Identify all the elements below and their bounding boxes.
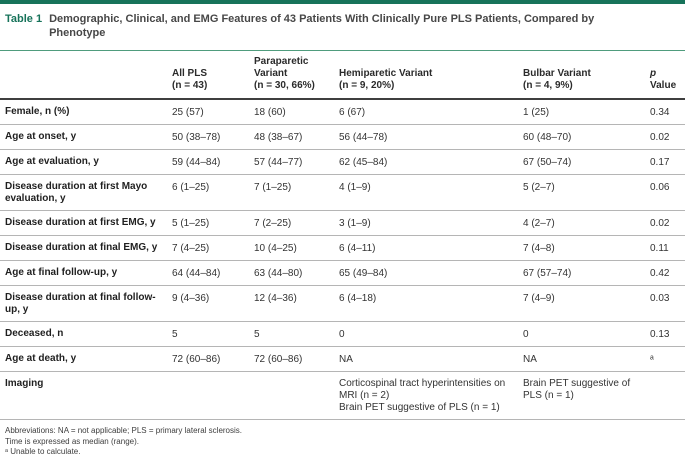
row-label: Female, n (%): [5, 105, 70, 117]
cell-p-value: 0.42: [650, 267, 670, 279]
cell-hemiparetic-variant: 3 (1–9): [339, 217, 371, 229]
row-label: Age at death, y: [5, 352, 77, 364]
data-table: All PLS (n = 43) Paraparetic Variant (n …: [0, 51, 685, 420]
table-row: Female, n (%) 25 (57) 18 (60) 6 (67) 1 (…: [0, 99, 685, 125]
cell-all-pls: 5: [172, 328, 178, 340]
cell-paraparetic-variant: 72 (60–86): [254, 353, 303, 365]
cell-paraparetic-variant: 48 (38–67): [254, 131, 303, 143]
cell-all-pls: 59 (44–84): [172, 156, 221, 168]
table-row: Age at onset, y 50 (38–78) 48 (38–67) 56…: [0, 125, 685, 150]
header-row: All PLS (n = 43) Paraparetic Variant (n …: [0, 51, 685, 99]
cell-all-pls: 7 (4–25): [172, 242, 210, 254]
footnotes: Abbreviations: NA = not applicable; PLS …: [0, 420, 685, 458]
row-label: Age at evaluation, y: [5, 155, 99, 167]
column-header-p-value: p Value: [650, 68, 677, 91]
cell-all-pls: 25 (57): [172, 106, 204, 118]
cell-paraparetic-variant: 63 (44–80): [254, 267, 303, 279]
cell-p-value: 0.11: [650, 242, 669, 254]
row-label: Age at final follow-up, y: [5, 266, 118, 278]
table-row: Imaging Corticospinal tract hyperintensi…: [0, 372, 685, 420]
cell-all-pls: 72 (60–86): [172, 353, 221, 365]
table-row: Disease duration at final EMG, y 7 (4–25…: [0, 236, 685, 261]
row-label: Imaging: [5, 377, 44, 389]
cell-bulbar-variant: 1 (25): [523, 106, 550, 118]
cell-paraparetic-variant: [254, 372, 339, 420]
cell-bulbar-variant: 67 (57–74): [523, 267, 572, 279]
table-number-label: Table 1: [5, 13, 43, 25]
title-divider-rule: [0, 50, 685, 51]
row-label: Disease duration at final EMG, y: [5, 241, 158, 253]
cell-hemiparetic-variant: 56 (44–78): [339, 131, 388, 143]
column-header-bulbar-variant: Bulbar Variant (n = 4, 9%): [523, 68, 591, 91]
table-row: Deceased, n 5 5 0 0 0.13: [0, 322, 685, 347]
cell-hemiparetic-variant: NA: [339, 353, 353, 365]
cell-bulbar-variant: Brain PET suggestive of PLS (n = 1): [523, 377, 631, 401]
cell-p-value: ᵃ: [650, 353, 654, 365]
cell-hemiparetic-variant: 6 (4–18): [339, 292, 377, 304]
cell-bulbar-variant: 67 (50–74): [523, 156, 572, 168]
cell-paraparetic-variant: 18 (60): [254, 106, 286, 118]
table-title-text: Demographic, Clinical, and EMG Features …: [49, 13, 595, 39]
cell-hemiparetic-variant: 4 (1–9): [339, 181, 371, 193]
cell-p-value: 0.02: [650, 217, 670, 229]
cell-all-pls: 5 (1–25): [172, 217, 210, 229]
column-header-feature: [0, 51, 172, 99]
cell-bulbar-variant: 7 (4–8): [523, 242, 555, 254]
table-row: Age at death, y 72 (60–86) 72 (60–86) NA…: [0, 347, 685, 372]
cell-paraparetic-variant: 12 (4–36): [254, 292, 297, 304]
cell-all-pls: [172, 372, 254, 420]
cell-p-value: 0.03: [650, 292, 670, 304]
row-label: Deceased, n: [5, 327, 64, 339]
cell-all-pls: 6 (1–25): [172, 181, 210, 193]
table-row: Disease duration at first Mayo evaluatio…: [0, 175, 685, 211]
cell-bulbar-variant: 7 (4–9): [523, 292, 555, 304]
cell-bulbar-variant: 60 (48–70): [523, 131, 572, 143]
row-label: Disease duration at first EMG, y: [5, 216, 156, 228]
footnote-time-median: Time is expressed as median (range).: [5, 436, 139, 446]
cell-p-value: 0.17: [650, 156, 670, 168]
cell-hemiparetic-variant: 6 (67): [339, 106, 366, 118]
cell-p-value: 0.06: [650, 181, 670, 193]
cell-bulbar-variant: NA: [523, 353, 537, 365]
cell-hemiparetic-variant: Corticospinal tract hyperintensities on …: [339, 377, 506, 413]
table-row: Age at final follow-up, y 64 (44–84) 63 …: [0, 261, 685, 286]
cell-paraparetic-variant: 10 (4–25): [254, 242, 297, 254]
cell-all-pls: 64 (44–84): [172, 267, 221, 279]
cell-all-pls: 50 (38–78): [172, 131, 221, 143]
cell-all-pls: 9 (4–36): [172, 292, 210, 304]
table-title: Table 1 Demographic, Clinical, and EMG F…: [0, 4, 685, 50]
cell-hemiparetic-variant: 65 (49–84): [339, 267, 388, 279]
cell-hemiparetic-variant: 0: [339, 328, 345, 340]
column-header-paraparetic-variant: Paraparetic Variant (n = 30, 66%): [254, 56, 315, 91]
cell-p-value: 0.13: [650, 328, 670, 340]
row-label: Age at onset, y: [5, 130, 77, 142]
cell-paraparetic-variant: 7 (1–25): [254, 181, 292, 193]
table-body: Female, n (%) 25 (57) 18 (60) 6 (67) 1 (…: [0, 99, 685, 420]
cell-p-value: [650, 372, 685, 420]
cell-bulbar-variant: 0: [523, 328, 529, 340]
cell-bulbar-variant: 4 (2–7): [523, 217, 555, 229]
accent-top-bar: [0, 0, 685, 4]
table-row: Disease duration at first EMG, y 5 (1–25…: [0, 211, 685, 236]
table-row: Age at evaluation, y 59 (44–84) 57 (44–7…: [0, 150, 685, 175]
cell-hemiparetic-variant: 62 (45–84): [339, 156, 388, 168]
table-row: Disease duration at final follow-up, y 9…: [0, 286, 685, 322]
cell-paraparetic-variant: 5: [254, 328, 260, 340]
cell-paraparetic-variant: 7 (2–25): [254, 217, 292, 229]
cell-p-value: 0.02: [650, 131, 670, 143]
row-label: Disease duration at final follow-up, y: [5, 291, 156, 315]
cell-hemiparetic-variant: 6 (4–11): [339, 242, 376, 254]
column-header-hemiparetic-variant: Hemiparetic Variant (n = 9, 20%): [339, 68, 433, 91]
cell-paraparetic-variant: 57 (44–77): [254, 156, 303, 168]
row-label: Disease duration at first Mayo evaluatio…: [5, 180, 148, 204]
cell-bulbar-variant: 5 (2–7): [523, 181, 555, 193]
column-header-all-pls: All PLS (n = 43): [172, 68, 208, 91]
footnote-unable-to-calculate: ᵃ Unable to calculate.: [5, 447, 81, 456]
cell-p-value: 0.34: [650, 106, 670, 118]
footnote-abbreviations: Abbreviations: NA = not applicable; PLS …: [5, 426, 243, 435]
